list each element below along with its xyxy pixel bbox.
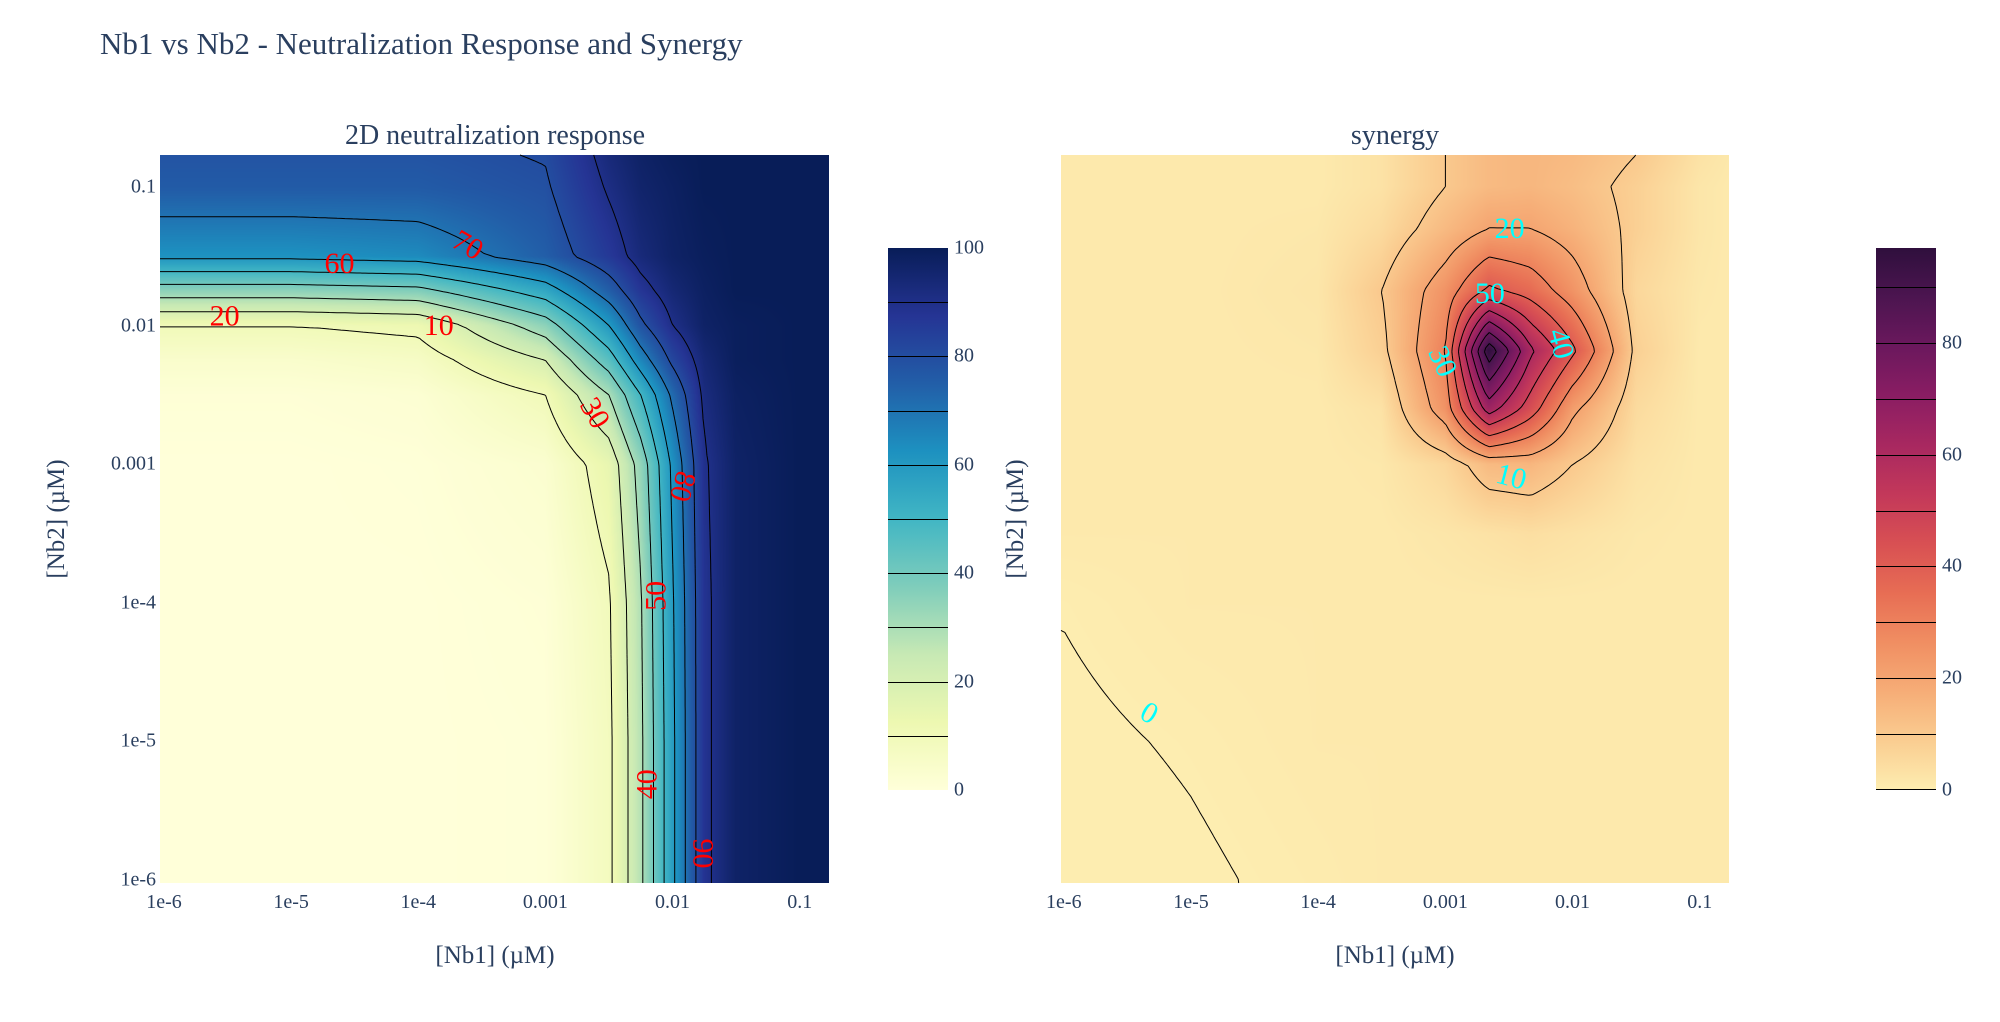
colorbar-contour-line bbox=[1876, 454, 1936, 456]
contour-line-80 bbox=[1477, 332, 1509, 382]
contour-line-90 bbox=[593, 154, 712, 883]
colorbar-contour-line bbox=[1876, 678, 1936, 680]
colorbar-tick-label: 60 bbox=[1942, 443, 1962, 466]
colorbar-tick-label: 20 bbox=[1942, 666, 1962, 689]
contour-line-20 bbox=[1416, 227, 1614, 459]
colorbar-tick-label: 80 bbox=[954, 344, 974, 367]
colorbar-contour-line bbox=[1876, 789, 1936, 790]
contour-line-10 bbox=[1381, 154, 1637, 496]
response-colorbar bbox=[888, 248, 948, 790]
contour-label: 10 bbox=[424, 309, 454, 342]
figure-title: Nb1 vs Nb2 - Neutralization Response and… bbox=[100, 26, 743, 61]
colorbar-contour-line bbox=[1876, 398, 1936, 400]
contour-line-40 bbox=[1451, 284, 1576, 437]
colorbar-contour-line bbox=[888, 410, 948, 412]
colorbar-tick-label: 100 bbox=[954, 236, 984, 259]
synergy-colorbar bbox=[1876, 248, 1936, 790]
response-heatmap-plot[interactable]: 70 60 20 10 30 80 50 40 90 bbox=[160, 154, 829, 883]
colorbar-contour-line bbox=[1876, 510, 1936, 512]
y-tick-label: 0.1 bbox=[131, 175, 156, 198]
colorbar-contour-line bbox=[888, 735, 948, 737]
y-tick-label: 0.001 bbox=[111, 452, 156, 475]
colorbar-contour-line bbox=[1876, 734, 1936, 736]
contour-line-50 bbox=[1458, 299, 1556, 426]
x-tick-label: 1e-6 bbox=[146, 891, 182, 913]
colorbar-contour-line bbox=[1876, 342, 1936, 344]
x-tick-label: 0.1 bbox=[1687, 891, 1713, 913]
x-tick-label: 0.01 bbox=[655, 891, 691, 913]
contour-label: 60 bbox=[324, 247, 354, 280]
colorbar-contour-line bbox=[888, 356, 948, 358]
y-tick-label: 1e-4 bbox=[120, 591, 156, 614]
contour-line-30 bbox=[1443, 256, 1595, 448]
colorbar-contour-line bbox=[888, 681, 948, 683]
colorbar-contour-line bbox=[888, 573, 948, 575]
contour-label: 90 bbox=[687, 839, 720, 869]
contour-label: 50 bbox=[639, 581, 672, 611]
contour-line-30 bbox=[160, 297, 644, 883]
contour-label: 40 bbox=[1541, 325, 1581, 363]
y-axis-title-synergy: [Nb2] (µM) bbox=[1002, 459, 1029, 579]
heatmap-surface bbox=[1061, 155, 1729, 883]
y-tick-label: 1e-5 bbox=[120, 729, 156, 752]
colorbar-tick-label: 20 bbox=[954, 670, 974, 693]
contour-label: 20 bbox=[1495, 212, 1525, 245]
x-tick-label: 1e-4 bbox=[400, 891, 437, 913]
x-tick-label: 0.001 bbox=[1422, 891, 1468, 913]
colorbar-tick-label: 80 bbox=[1942, 331, 1962, 354]
subplot-title-synergy: synergy bbox=[1350, 120, 1440, 151]
x-tick-label: 0.01 bbox=[1555, 891, 1591, 913]
contour-line-70 bbox=[1471, 321, 1521, 400]
x-axis-title-synergy: [Nb1] (µM) bbox=[1335, 942, 1455, 969]
contour-line-20 bbox=[160, 311, 629, 883]
colorbar-tick-label: 0 bbox=[954, 778, 964, 801]
contour-line-40 bbox=[160, 283, 654, 883]
x-tick-label: 0.001 bbox=[522, 891, 568, 913]
colorbar-contour-line bbox=[1876, 622, 1936, 624]
colorbar-contour-line bbox=[888, 464, 948, 466]
x-tick-label: 0.1 bbox=[787, 891, 813, 913]
contour-label: 80 bbox=[663, 468, 703, 506]
colorbar-tick-label: 40 bbox=[954, 561, 974, 584]
x-tick-label: 1e-5 bbox=[1173, 891, 1209, 913]
colorbar-contour-line bbox=[888, 627, 948, 629]
contour-line-50 bbox=[160, 271, 665, 883]
contour-line-80 bbox=[519, 154, 697, 883]
x-tick-label: 1e-5 bbox=[273, 891, 309, 913]
colorbar-contour-line bbox=[1876, 287, 1936, 289]
contour-label: 50 bbox=[1475, 277, 1505, 310]
x-tick-label: 1e-6 bbox=[1046, 891, 1082, 913]
colorbar-contour-line bbox=[888, 302, 948, 304]
synergy-heatmap-plot[interactable]: 20 50 40 30 10 0 bbox=[1060, 154, 1729, 884]
subplot-title-response: 2D neutralization response bbox=[344, 120, 646, 151]
contour-label: 0 bbox=[1135, 695, 1164, 731]
x-axis-title-response: [Nb1] (µM) bbox=[435, 942, 555, 969]
x-tick-label: 1e-4 bbox=[1300, 891, 1336, 913]
contour-label: 30 bbox=[1421, 341, 1464, 382]
heatmap-surface bbox=[160, 155, 829, 883]
contour-line-0 bbox=[1060, 629, 1240, 884]
contour-line-70 bbox=[160, 216, 686, 883]
y-tick-label: 1e-6 bbox=[120, 868, 156, 891]
contour-line-60 bbox=[1464, 310, 1535, 415]
colorbar-tick-label: 0 bbox=[1942, 778, 1952, 801]
contour-line-90 bbox=[1484, 343, 1497, 363]
contour-label: 20 bbox=[210, 300, 240, 333]
colorbar-contour-line bbox=[1876, 566, 1936, 568]
contour-line-60 bbox=[160, 258, 676, 883]
contour-label: 70 bbox=[447, 223, 489, 267]
y-tick-label: 0.01 bbox=[121, 314, 156, 337]
colorbar-tick-label: 40 bbox=[1942, 554, 1962, 577]
colorbar-contour-line bbox=[888, 519, 948, 520]
contour-label: 40 bbox=[631, 769, 664, 799]
colorbar-tick-label: 60 bbox=[954, 453, 974, 476]
contour-line-10 bbox=[160, 326, 613, 883]
y-axis-title-response: [Nb2] (µM) bbox=[43, 459, 70, 579]
